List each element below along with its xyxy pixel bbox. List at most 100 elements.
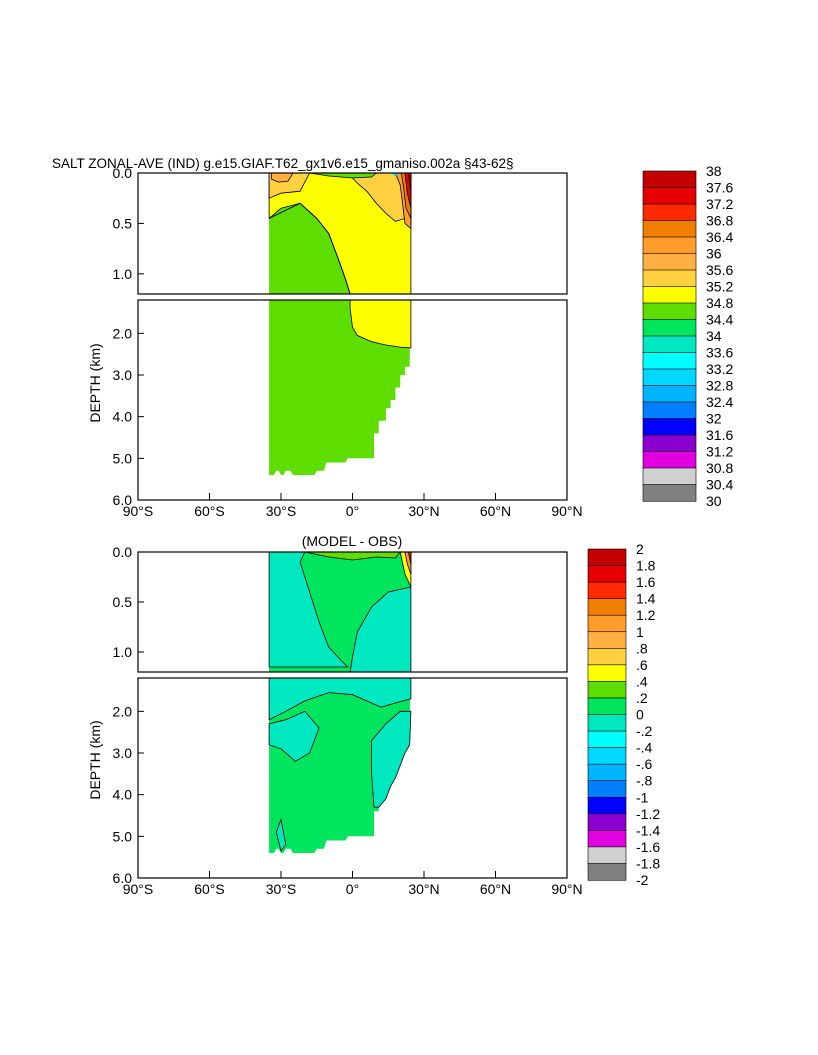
salinity-y-axis-label: DEPTH (km): [87, 343, 103, 422]
field-cyan-deep: [371, 710, 412, 808]
colorbar-swatch: [587, 813, 627, 831]
colorbar-label: 37.6: [706, 180, 733, 196]
colorbar-label: -1.8: [636, 855, 660, 871]
difference-y-axis-label: DEPTH (km): [87, 720, 103, 799]
colorbar-swatch: [587, 697, 627, 716]
colorbar-swatch: [642, 286, 697, 304]
colorbar-label: 32: [706, 411, 722, 427]
field-cyan-bottom: [275, 818, 287, 852]
colorbar-swatch: [587, 796, 627, 815]
colorbar-label: 1.4: [636, 591, 656, 607]
colorbar-label: -1.6: [636, 839, 660, 855]
y-tick-label: 5.0: [113, 450, 133, 466]
colorbar-label: -.4: [636, 740, 653, 756]
colorbar-label: 30: [706, 493, 722, 509]
difference-title: (MODEL - OBS): [302, 533, 403, 549]
salinity-field: [268, 173, 412, 475]
colorbar-swatch: [642, 187, 697, 205]
colorbar-swatch: [587, 681, 627, 699]
colorbar-swatch: [642, 220, 697, 238]
y-tick-label: 0.5: [113, 594, 133, 610]
colorbar-swatch: [587, 565, 627, 583]
colorbar-label: -1: [636, 789, 649, 805]
contour-34.8: [268, 202, 351, 294]
colorbar-swatch: [587, 747, 627, 765]
colorbar-swatch: [642, 302, 697, 321]
field-section-up: [268, 173, 412, 294]
difference-field: [268, 552, 412, 853]
colorbar-swatch: [642, 253, 697, 271]
colorbar-label: .2: [636, 690, 648, 706]
colorbar-swatch: [587, 780, 627, 798]
colorbar-swatch: [587, 581, 627, 600]
upper-frame: [137, 172, 568, 295]
colorbar-label: 33.6: [706, 345, 733, 361]
x-tick-label: 30°S: [266, 503, 297, 519]
x-tick-label: 30°N: [408, 503, 439, 519]
y-tick-label: 6.0: [113, 870, 133, 886]
difference-x-ticks: 90°S 60°S 30°S 0° 30°N 60°N 90°N: [123, 871, 583, 897]
colorbar-swatch: [642, 434, 697, 453]
colorbar-label: -2: [636, 872, 649, 888]
y-tick-label: 4.0: [113, 787, 133, 803]
upper-frame: [137, 551, 568, 673]
y-tick-label: 5.0: [113, 828, 133, 844]
salinity-title: SALT ZONAL-AVE (IND) g.e15.GIAF.T62_gx1v…: [52, 156, 514, 171]
colorbar-swatch: [587, 830, 627, 848]
colorbar-swatch: [642, 467, 697, 486]
colorbar-label: 35.2: [706, 279, 733, 295]
x-tick-label: 0°: [346, 881, 359, 897]
colorbar-swatch: [587, 614, 627, 633]
colorbar-swatch: [587, 763, 627, 782]
field-yellow: [268, 173, 412, 294]
colorbar-swatch: [642, 352, 697, 370]
colorbar-label: 1.8: [636, 558, 656, 574]
colorbar-label: 38: [706, 163, 722, 179]
colorbar-label: 30.8: [706, 460, 733, 476]
colorbar-label: 31.6: [706, 427, 733, 443]
x-tick-label: 60°N: [480, 503, 511, 519]
field-section-up: [268, 552, 412, 672]
colorbar-label: 37.2: [706, 196, 733, 212]
field-high4: [408, 173, 412, 194]
colorbar-label: 32.4: [706, 394, 733, 410]
colorbar-label: .6: [636, 657, 648, 673]
colorbar-swatch: [642, 418, 697, 436]
x-tick-label: 60°S: [194, 881, 225, 897]
field-yellow: [349, 300, 412, 349]
colorbar-label: 1: [636, 624, 644, 640]
colorbar-swatch: [642, 203, 697, 222]
y-tick-label: 0.0: [113, 544, 133, 560]
colorbar-label: .8: [636, 640, 648, 656]
y-tick-label: 1.0: [113, 644, 133, 660]
x-tick-label: 90°N: [551, 881, 582, 897]
field-cyan-mid: [268, 678, 412, 721]
field-fresh-patch: [390, 173, 401, 176]
field-cyan-sw: [268, 710, 320, 762]
colorbar-label: -1.2: [636, 806, 660, 822]
y-tick-label: 0.0: [113, 165, 133, 181]
x-tick-label: 60°S: [194, 503, 225, 519]
colorbar-label: 1.2: [636, 607, 656, 623]
colorbar-swatch: [587, 548, 627, 567]
colorbar-label: 34: [706, 328, 722, 344]
field-section-lo: [269, 300, 412, 475]
x-tick-label: 0°: [346, 503, 359, 519]
y-tick-label: 3.0: [113, 367, 133, 383]
colorbar-swatch: [587, 730, 627, 749]
colorbar-label: 33.2: [706, 361, 733, 377]
colorbar-swatch: [642, 451, 697, 469]
colorbar-swatch: [642, 236, 697, 255]
colorbar-swatch: [642, 368, 697, 387]
field-surface-green: [304, 552, 401, 561]
difference-panel: (MODEL - OBS) DEPTH (km) 0.0 0.5 1.0 2.0 3.0…: [87, 533, 660, 897]
colorbar-label: 34.8: [706, 295, 733, 311]
y-tick-label: 2.0: [113, 325, 133, 341]
y-tick-label: 0.5: [113, 215, 133, 231]
colorbar-label: 0: [636, 707, 644, 723]
y-tick-label: 3.0: [113, 745, 133, 761]
colorbar-label: -.6: [636, 756, 653, 772]
colorbar-swatch: [642, 401, 697, 420]
colorbar-label: 2: [636, 541, 644, 557]
